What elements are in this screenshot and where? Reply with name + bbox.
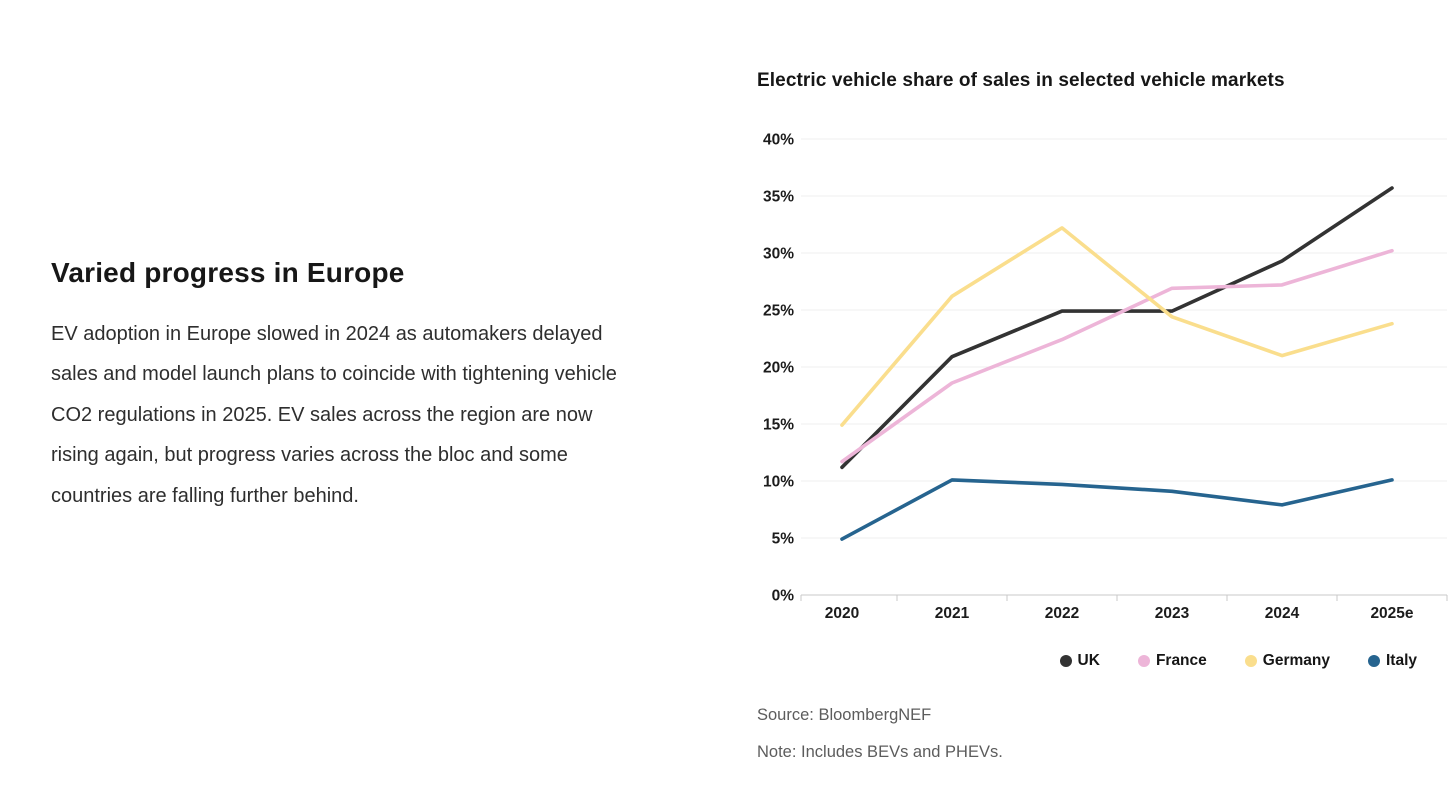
x-axis-tick-label: 2020 xyxy=(825,605,859,622)
chart-panel: Electric vehicle share of sales in selec… xyxy=(757,0,1449,792)
page-title: Varied progress in Europe xyxy=(51,257,405,288)
y-axis-tick-label: 25% xyxy=(763,303,794,320)
legend-label: France xyxy=(1155,652,1207,669)
chart-legend: UK France Germany Italy xyxy=(757,652,1417,670)
x-axis-tick-label: 2022 xyxy=(1045,605,1079,622)
legend-dot-icon xyxy=(1059,655,1072,667)
x-axis-tick-label: 2023 xyxy=(1155,605,1190,622)
legend-item-uk: UK xyxy=(1059,652,1100,670)
series-line-france xyxy=(840,248,1394,464)
y-axis-tick-label: 40% xyxy=(763,132,794,149)
y-axis-tick-label: 20% xyxy=(763,360,794,377)
legend-label: Italy xyxy=(1385,652,1417,669)
series-line-germany xyxy=(840,226,1394,427)
y-axis-tick-label: 10% xyxy=(763,474,794,491)
line-chart: 0% 5% 10% 15% 20% 25% 30% 35% 40% 2020 2021 2022 202… xyxy=(763,132,1448,622)
y-axis-tick-label: 15% xyxy=(763,417,794,434)
chart-footer: Source: BloombergNEF Note: Includes BEVs… xyxy=(757,706,1003,763)
left-panel: Varied progress in Europe EV adoption in… xyxy=(51,256,617,516)
legend-dot-icon xyxy=(1244,655,1257,667)
note-text: Note: Includes BEVs and PHEVs. xyxy=(757,742,1003,761)
legend-label: Germany xyxy=(1262,652,1330,669)
series-line-italy xyxy=(840,478,1394,541)
legend-dot-icon xyxy=(1137,655,1150,667)
y-axis-tick-label: 30% xyxy=(763,246,794,263)
legend-dot-icon xyxy=(1367,655,1380,667)
legend-label: UK xyxy=(1077,652,1100,669)
y-axis-tick-label: 35% xyxy=(763,189,794,206)
x-axis-tick-label: 2024 xyxy=(1265,605,1300,622)
legend-item-france: France xyxy=(1137,652,1207,670)
y-axis-tick-label: 5% xyxy=(772,531,795,548)
legend-item-italy: Italy xyxy=(1367,652,1417,670)
y-axis-tick-label: 0% xyxy=(772,588,795,605)
legend-item-germany: Germany xyxy=(1244,652,1330,670)
source-text: Source: BloombergNEF xyxy=(757,706,932,724)
x-axis-tick-label: 2021 xyxy=(935,605,970,622)
chart-title: Electric vehicle share of sales in selec… xyxy=(757,70,1285,91)
body-text: EV adoption in Europe slowed in 2024 as … xyxy=(51,322,617,507)
series-line-uk xyxy=(840,186,1394,470)
x-axis-tick-label: 2025e xyxy=(1370,605,1413,622)
